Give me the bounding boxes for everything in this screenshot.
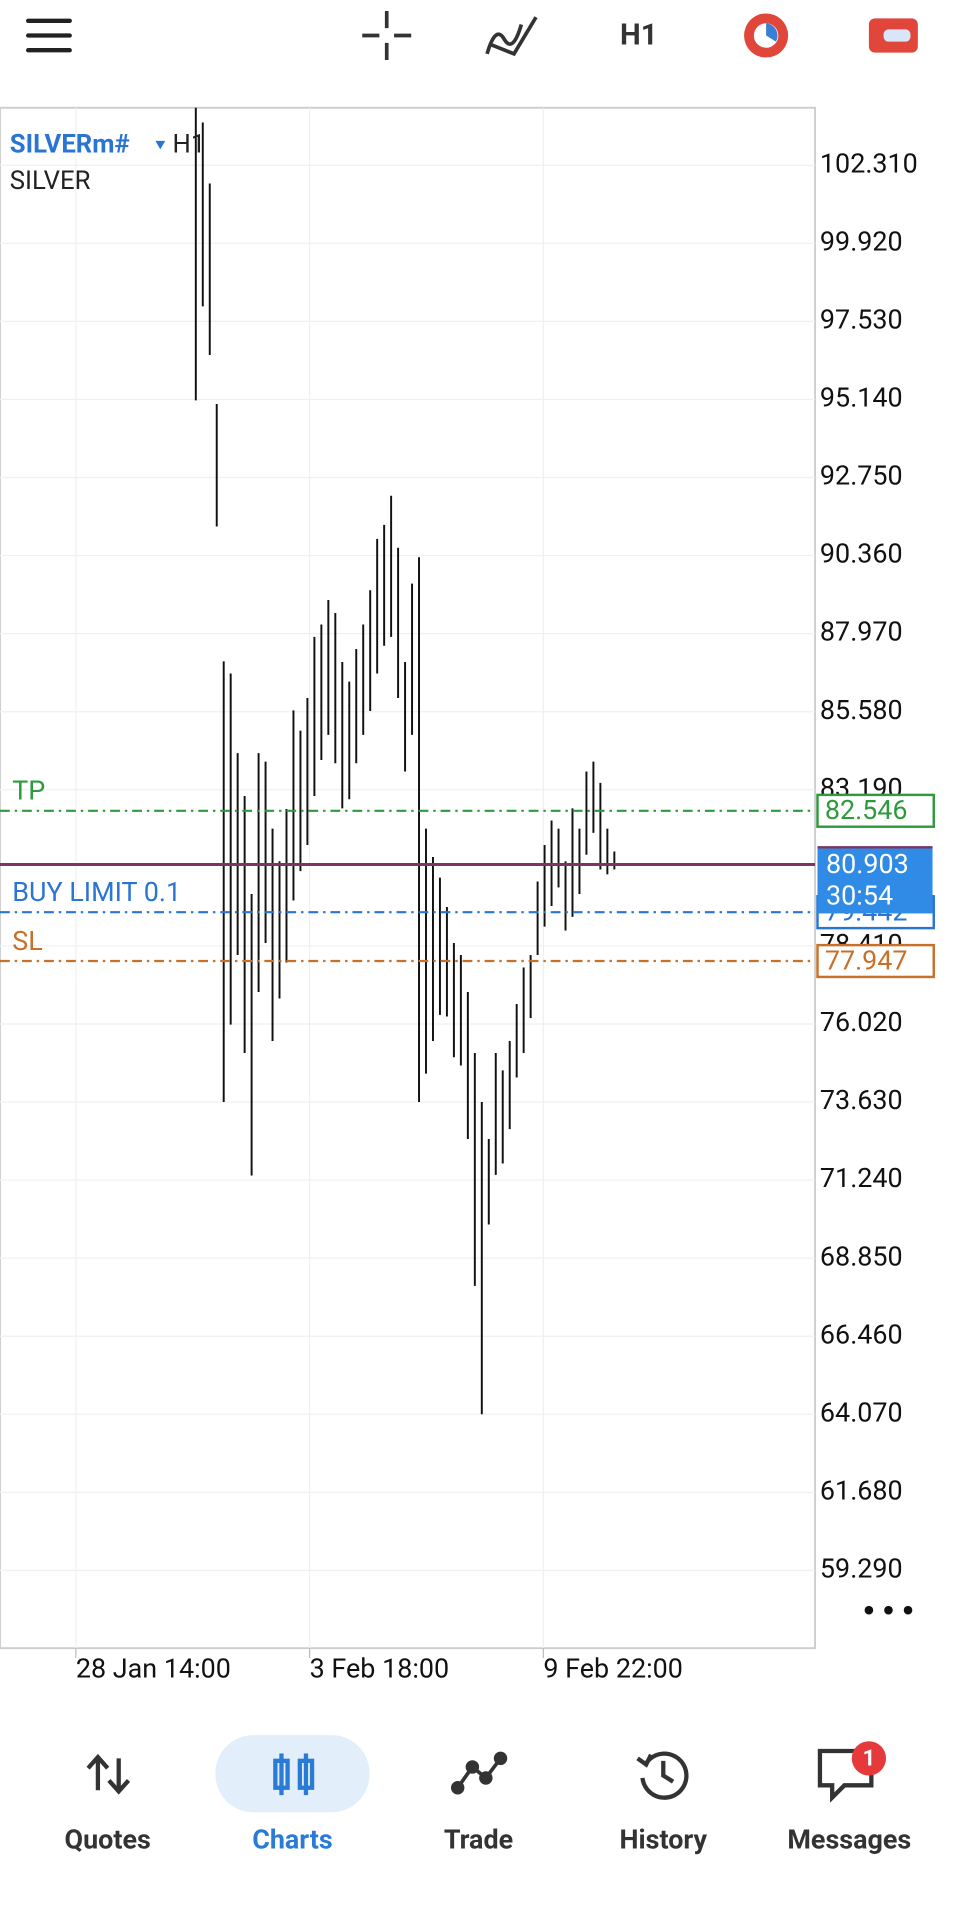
level-price-box <box>816 793 935 828</box>
crosshair-button[interactable] <box>362 11 412 60</box>
y-tick-label: 64.070 <box>820 1396 903 1428</box>
y-tick-label: 68.850 <box>820 1240 903 1272</box>
timeframe-button[interactable]: H1 <box>620 18 658 52</box>
y-tick-label: 99.920 <box>820 225 903 257</box>
history-icon <box>636 1751 689 1800</box>
nav-tab[interactable]: Messages <box>787 1824 911 1856</box>
y-tick-label: 76.020 <box>820 1006 903 1038</box>
price-box <box>817 847 933 914</box>
y-tick-label: 73.630 <box>820 1084 903 1116</box>
menu-button[interactable] <box>26 18 72 53</box>
nav-tab[interactable]: History <box>620 1824 708 1856</box>
y-tick-label: 92.750 <box>820 460 903 492</box>
quotes-icon <box>86 1753 131 1795</box>
level-price: 82.546 <box>825 794 908 826</box>
x-tick-label: 3 Feb 18:00 <box>310 1652 449 1684</box>
level-label[interactable]: SL <box>12 925 42 957</box>
nav-tab[interactable]: Quotes <box>65 1824 151 1856</box>
y-tick-label: 61.680 <box>820 1474 903 1506</box>
y-tick-label: 85.580 <box>820 694 903 726</box>
nav-tab[interactable]: Trade <box>444 1824 513 1856</box>
level-label[interactable]: BUY LIMIT 0.1 <box>12 876 181 908</box>
y-tick-label: 71.240 <box>820 1162 903 1194</box>
level-price-box <box>816 943 935 979</box>
level-label[interactable]: TP <box>12 775 45 807</box>
y-tick-label: 97.530 <box>820 303 903 335</box>
x-tick-label: 28 Jan 14:00 <box>76 1652 231 1684</box>
bar-countdown: 30:54 <box>826 880 893 912</box>
y-tick-label: 87.970 <box>820 616 903 648</box>
symbol-description: SILVER <box>10 166 91 196</box>
level-price: 77.947 <box>825 944 908 976</box>
bottom-nav: Quotes Charts Trade History Messages <box>65 1824 912 1856</box>
charts-icon <box>273 1753 315 1796</box>
symbol-dropdown[interactable] <box>155 140 166 150</box>
y-tick-label: 59.290 <box>820 1553 903 1585</box>
trade-icon <box>450 1751 508 1795</box>
account-icon[interactable] <box>868 18 918 53</box>
chart-frame <box>0 106 816 1650</box>
current-price: 80.903 <box>826 848 909 880</box>
plot <box>0 107 816 1658</box>
trade-status-icon[interactable] <box>744 13 789 58</box>
active-tab-highlight <box>215 1735 370 1813</box>
more-button[interactable] <box>864 1605 913 1615</box>
y-tick-label: 95.140 <box>820 382 903 414</box>
chart-timeframe: H1 <box>173 129 206 159</box>
message-badge <box>851 1741 887 1776</box>
x-tick-label: 9 Feb 22:00 <box>543 1652 682 1684</box>
indicators-button[interactable] <box>485 16 538 57</box>
message-badge-count: 1 <box>863 1746 876 1771</box>
y-tick-label: 66.460 <box>820 1318 903 1350</box>
y-tick-label: 90.360 <box>820 538 903 570</box>
nav-tab[interactable]: Charts <box>252 1824 333 1856</box>
y-tick-label: 102.310 <box>820 147 918 179</box>
symbol[interactable]: SILVERm# <box>10 129 130 159</box>
